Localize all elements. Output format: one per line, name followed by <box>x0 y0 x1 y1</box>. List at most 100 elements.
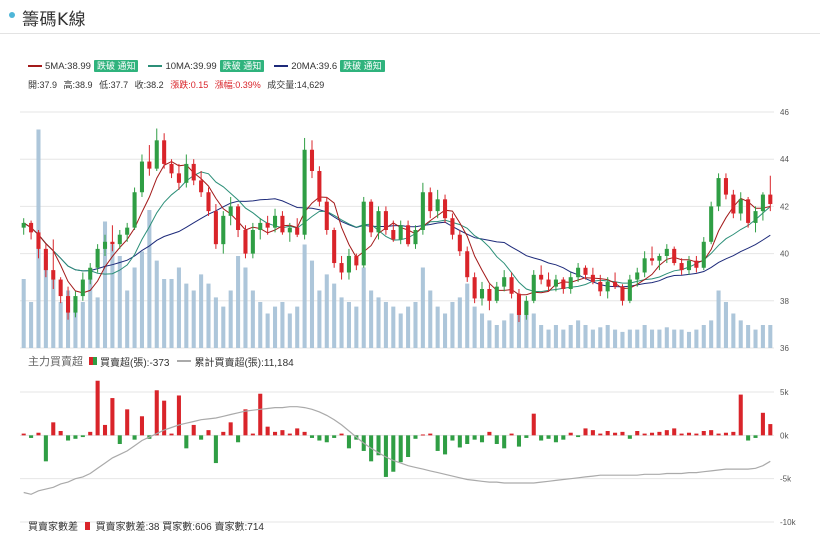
ma5-alert-button[interactable]: 跌破 通知 <box>93 60 139 72</box>
volume-bar <box>657 329 662 348</box>
net-bar <box>524 435 529 438</box>
net-bar <box>125 409 130 436</box>
sub-chart-1-title: 主力買賣超 <box>28 356 83 368</box>
candle-body <box>768 194 773 205</box>
candle-body <box>302 149 307 235</box>
net-bar <box>516 435 522 447</box>
net-axis-tick: 5k <box>780 388 789 397</box>
net-bar <box>723 432 728 436</box>
net-bar <box>494 435 499 444</box>
candle-body <box>317 171 322 202</box>
cumulative-line-swatch-icon <box>177 360 192 362</box>
net-bar <box>472 435 477 440</box>
candle-body <box>709 206 714 242</box>
net-bar <box>206 430 211 436</box>
candle-body <box>398 225 403 240</box>
candle-body <box>760 194 765 212</box>
net-bar <box>228 422 233 436</box>
volume-bar <box>361 267 366 348</box>
volume-bar <box>487 320 492 348</box>
net-bar <box>406 435 411 457</box>
candle-body <box>213 211 218 245</box>
net-bar <box>250 433 255 436</box>
volume-bar <box>465 283 470 348</box>
net-bar <box>80 435 85 438</box>
net-bar <box>428 433 433 436</box>
net-bar <box>302 431 307 436</box>
net-bar <box>213 435 218 464</box>
net-bar <box>561 435 566 440</box>
volume-bar <box>132 267 137 348</box>
volume-bar <box>642 325 647 348</box>
net-bar <box>117 435 122 444</box>
net-bar <box>620 431 625 436</box>
volume-bar <box>398 313 403 348</box>
net-bar <box>583 428 588 436</box>
net-bar <box>221 431 226 436</box>
ma20-alert-button[interactable]: 跌破 通知 <box>340 60 385 72</box>
candle-body <box>265 222 270 228</box>
volume-bar <box>509 313 514 348</box>
candle-body <box>184 163 189 183</box>
volume-bar <box>701 325 706 348</box>
ma10-swatch-icon <box>148 65 163 67</box>
net-bar <box>746 435 751 441</box>
volume-bar <box>228 290 233 348</box>
candle-body <box>354 255 359 266</box>
candle-body <box>221 215 226 245</box>
volume-bar <box>605 325 610 348</box>
net-bar <box>649 432 655 436</box>
ma10-line <box>23 171 771 293</box>
net-bar <box>502 435 507 449</box>
candle-body <box>583 267 588 275</box>
candle-body <box>80 279 85 297</box>
candle-body <box>369 201 374 233</box>
candle-body <box>620 286 625 301</box>
net-bar <box>280 430 285 436</box>
net-axis-tick: -10k <box>780 518 797 527</box>
price-axis-tick: 46 <box>780 108 789 117</box>
ma10-label: 10MA:39.99 <box>165 60 217 72</box>
volume-bar <box>598 327 603 348</box>
price-axis-tick: 44 <box>780 155 789 164</box>
ma5-line <box>23 161 771 296</box>
net-bar <box>324 435 329 443</box>
net-bar <box>613 432 618 436</box>
net-bar <box>605 431 610 436</box>
volume-bar <box>746 325 751 348</box>
candle-body <box>546 279 551 287</box>
volume-bar <box>272 306 278 348</box>
net-bar <box>679 433 684 436</box>
volume-bar <box>88 279 93 348</box>
volume-bar <box>236 256 241 348</box>
net-bar <box>627 435 632 439</box>
volume-bar <box>302 244 307 348</box>
volume-bar <box>80 302 85 348</box>
ma5-swatch-icon <box>28 65 42 67</box>
close-value: 收:38.2 <box>134 80 164 90</box>
volume-bar <box>339 297 344 348</box>
volume-bar <box>635 329 640 348</box>
net-bar <box>339 433 344 436</box>
candle-body <box>701 241 706 268</box>
candle-body <box>746 199 751 223</box>
net-bar <box>66 435 71 441</box>
net-bar <box>753 435 758 438</box>
net-bar <box>176 395 181 436</box>
net-bar <box>95 380 100 436</box>
volume-bar <box>176 267 181 348</box>
volume-bar <box>435 306 440 348</box>
net-bar <box>317 435 322 441</box>
volume-bar <box>546 329 551 348</box>
candle-body <box>642 258 647 273</box>
net-bar <box>546 435 551 439</box>
candle-body <box>413 230 418 245</box>
net-bar <box>51 422 56 436</box>
net-bar <box>598 433 603 436</box>
candle-body <box>605 281 610 292</box>
net-bar <box>509 433 514 436</box>
ma10-alert-button[interactable]: 跌破 通知 <box>219 60 265 72</box>
net-bar <box>457 435 462 448</box>
candle-body <box>110 241 115 245</box>
